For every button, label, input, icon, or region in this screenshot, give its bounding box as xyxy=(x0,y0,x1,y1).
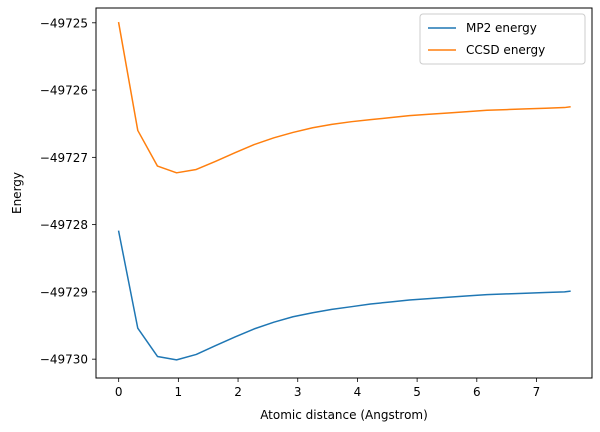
series-line-1 xyxy=(117,21,571,174)
x-axis: 0 1 2 3 4 5 6 7 xyxy=(115,378,540,399)
x-tick-label: 3 xyxy=(294,385,302,399)
legend-label-ccsd: CCSD energy xyxy=(466,43,545,57)
legend: MP2 energy CCSD energy xyxy=(419,13,586,65)
y-tick-label: −49730 xyxy=(40,353,88,367)
y-tick-label: −49726 xyxy=(40,84,88,98)
x-tick-label: 1 xyxy=(175,385,183,399)
series-line-0 xyxy=(117,230,571,361)
plot-frame xyxy=(95,7,593,379)
legend-box xyxy=(419,13,586,65)
x-axis-label: Atomic distance (Angstrom) xyxy=(260,408,428,422)
x-tick-label: 5 xyxy=(413,385,421,399)
y-tick-label: −49725 xyxy=(40,16,88,30)
x-tick-label: 4 xyxy=(354,385,362,399)
x-tick-label: 0 xyxy=(115,385,123,399)
y-tick-label: −49728 xyxy=(40,218,88,232)
x-tick-label: 7 xyxy=(533,385,541,399)
x-tick-label: 2 xyxy=(234,385,242,399)
y-axis: −49730 −49729 −49728 −49727 −49726 −49725 xyxy=(40,16,96,367)
series-lines xyxy=(117,21,571,361)
x-tick-label: 6 xyxy=(473,385,481,399)
y-axis-label: Energy xyxy=(10,172,24,214)
y-tick-label: −49729 xyxy=(40,285,88,299)
y-tick-label: −49727 xyxy=(40,151,88,165)
legend-label-mp2: MP2 energy xyxy=(466,21,537,35)
